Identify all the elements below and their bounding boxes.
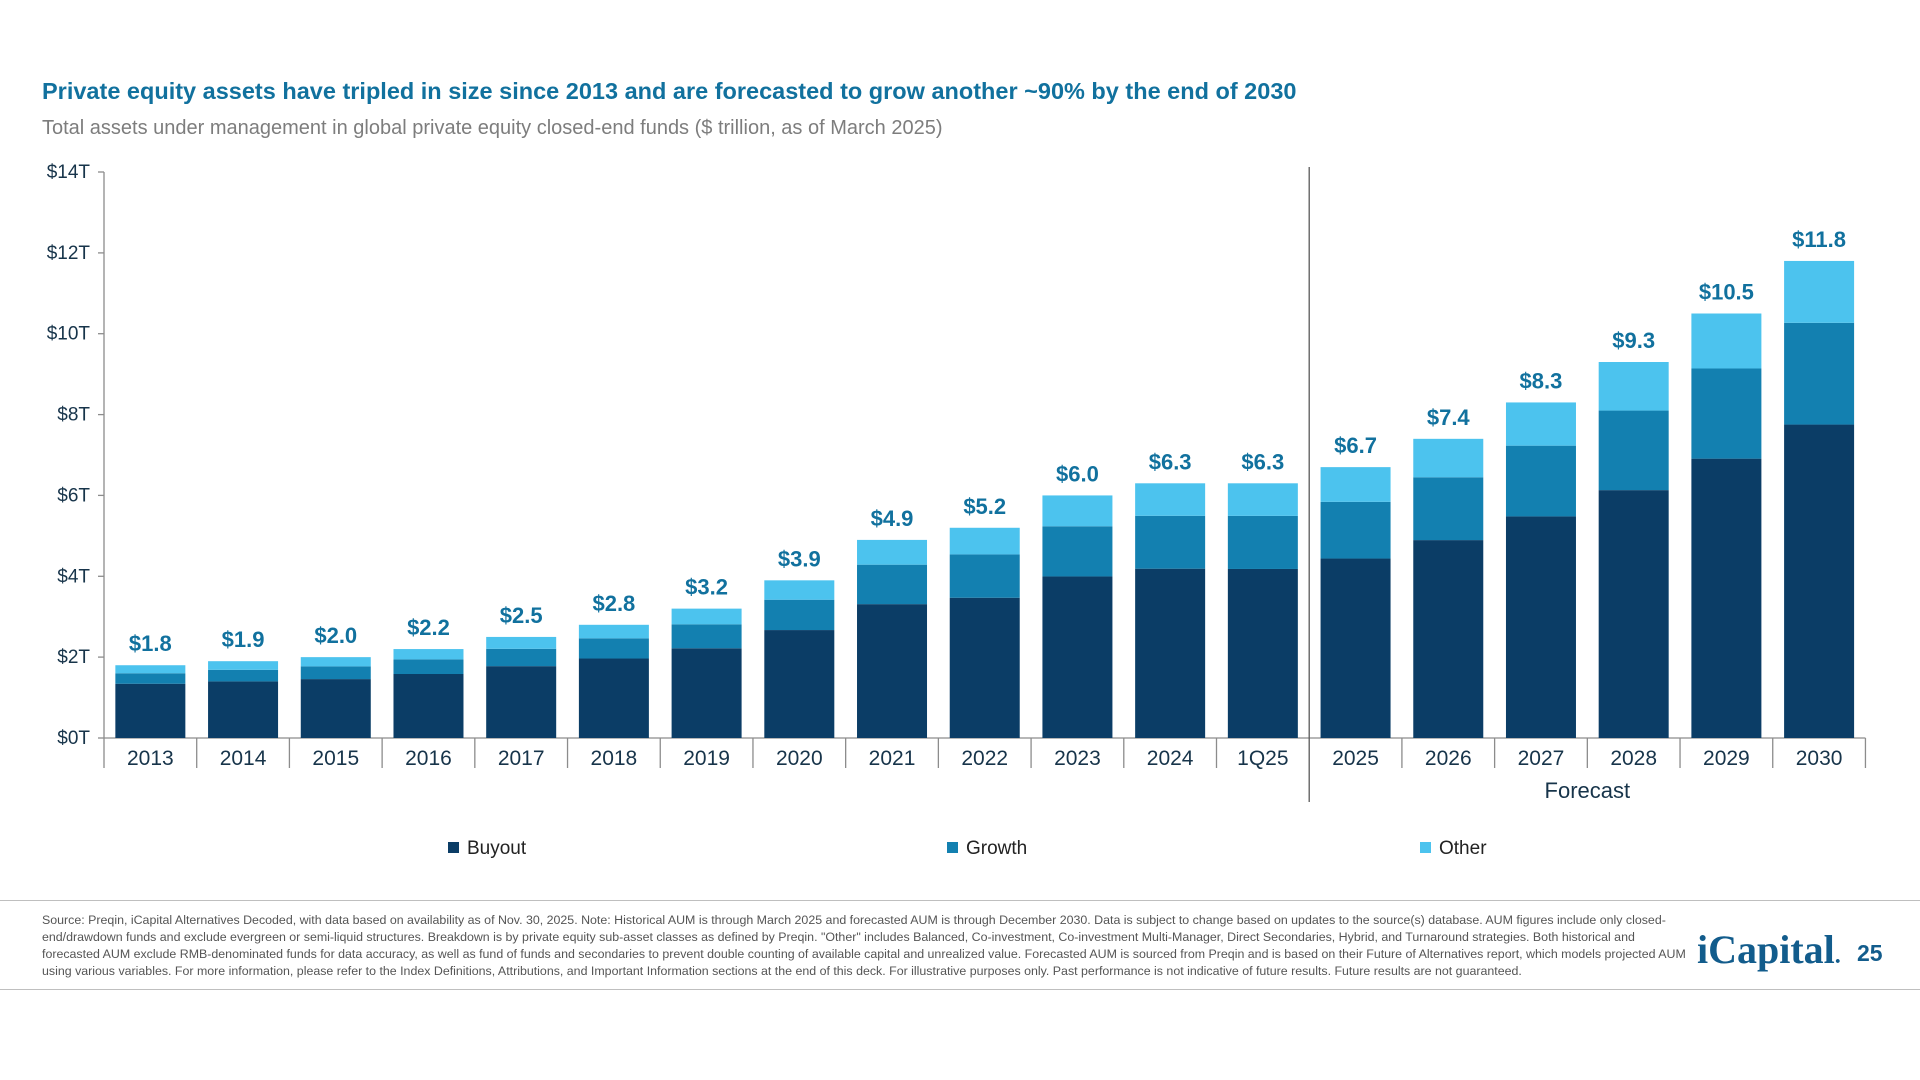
svg-text:$3.2: $3.2 — [685, 575, 728, 600]
svg-text:2018: 2018 — [591, 747, 638, 770]
svg-text:2022: 2022 — [961, 747, 1008, 770]
svg-text:2028: 2028 — [1610, 747, 1657, 770]
svg-text:$2.8: $2.8 — [592, 591, 635, 616]
svg-text:$14T: $14T — [47, 162, 91, 183]
svg-text:Forecast: Forecast — [1545, 778, 1631, 803]
svg-text:2020: 2020 — [776, 747, 823, 770]
svg-text:2013: 2013 — [127, 747, 174, 770]
svg-text:2024: 2024 — [1147, 747, 1194, 770]
svg-text:2014: 2014 — [220, 747, 267, 770]
svg-text:$6.0: $6.0 — [1056, 461, 1099, 486]
svg-text:2026: 2026 — [1425, 747, 1472, 770]
svg-text:$6.3: $6.3 — [1241, 449, 1284, 474]
svg-text:$6.7: $6.7 — [1334, 433, 1377, 458]
svg-text:$2T: $2T — [57, 647, 90, 668]
svg-text:$6.3: $6.3 — [1149, 449, 1192, 474]
svg-text:2023: 2023 — [1054, 747, 1101, 770]
svg-text:$0T: $0T — [57, 728, 90, 749]
svg-text:$6T: $6T — [57, 485, 90, 506]
svg-text:$11.8: $11.8 — [1792, 227, 1846, 252]
svg-text:$1.8: $1.8 — [129, 631, 172, 656]
svg-text:$2.0: $2.0 — [314, 623, 357, 648]
svg-text:2019: 2019 — [683, 747, 730, 770]
svg-text:2015: 2015 — [312, 747, 359, 770]
svg-text:1Q25: 1Q25 — [1237, 747, 1288, 770]
svg-text:$4T: $4T — [57, 566, 90, 587]
svg-text:$1.9: $1.9 — [222, 627, 265, 652]
svg-text:$5.2: $5.2 — [963, 494, 1006, 519]
svg-text:2025: 2025 — [1332, 747, 1379, 770]
svg-text:$8.3: $8.3 — [1520, 368, 1563, 393]
svg-text:$2.2: $2.2 — [407, 615, 450, 640]
svg-text:2029: 2029 — [1703, 747, 1750, 770]
svg-text:$3.9: $3.9 — [778, 546, 821, 571]
svg-text:2021: 2021 — [869, 747, 916, 770]
svg-text:$10.5: $10.5 — [1699, 280, 1754, 305]
svg-text:$2.5: $2.5 — [500, 603, 543, 628]
svg-text:2027: 2027 — [1518, 747, 1565, 770]
svg-text:$7.4: $7.4 — [1427, 405, 1471, 430]
svg-text:$12T: $12T — [47, 243, 91, 264]
svg-text:2030: 2030 — [1796, 747, 1843, 770]
svg-text:2017: 2017 — [498, 747, 545, 770]
svg-text:$8T: $8T — [57, 405, 90, 426]
svg-text:$4.9: $4.9 — [871, 506, 914, 531]
svg-text:2016: 2016 — [405, 747, 452, 770]
svg-text:$9.3: $9.3 — [1612, 328, 1655, 353]
svg-text:$10T: $10T — [47, 324, 91, 345]
